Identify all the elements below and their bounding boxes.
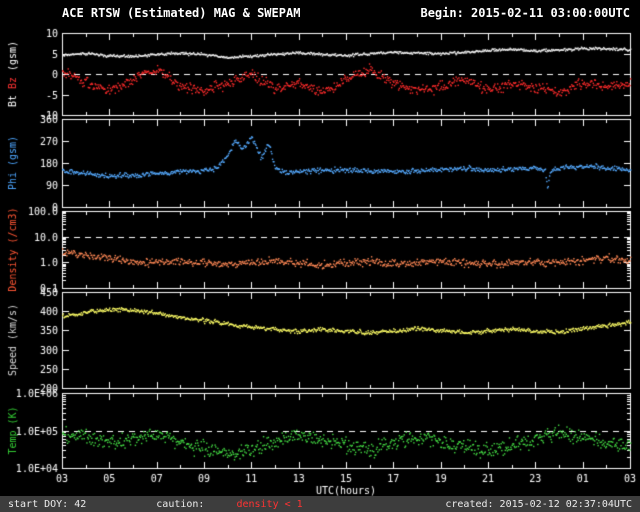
footer-bar: start DOY: 42 caution: density < 1 creat… [0,496,640,512]
header: ACE RTSW (Estimated) MAG & SWEPAM Begin:… [0,0,640,28]
created-timestamp: created: 2015-02-12 02:37:04UTC [445,498,632,510]
begin-timestamp: Begin: 2015-02-11 03:00:00UTC [420,6,630,20]
caution-label: caution: [156,498,205,510]
page-title: ACE RTSW (Estimated) MAG & SWEPAM [62,6,301,20]
caution-value: density < 1 [236,498,303,510]
start-doy-label: start DOY: 42 [8,498,87,510]
